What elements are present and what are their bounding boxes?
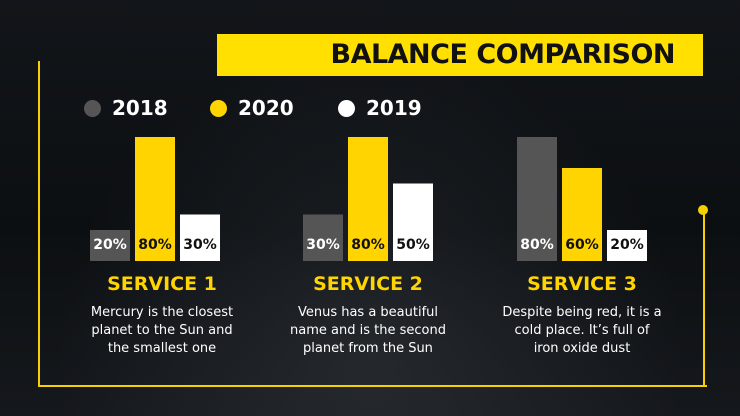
bar-label-3-2019: 20% xyxy=(610,237,644,253)
bar-label-3-2018: 80% xyxy=(520,237,554,253)
bar-3-2020 xyxy=(562,168,602,261)
yellow-frame-dot xyxy=(698,205,708,215)
bar-label-2-2019: 50% xyxy=(396,237,430,253)
bar-3-2019 xyxy=(607,230,647,261)
service-3-description: Despite being red, it is a cold place. I… xyxy=(482,304,682,358)
service-1-description: Mercury is the closest planet to the Sun… xyxy=(62,304,262,358)
bar-label-2-2020: 80% xyxy=(351,237,385,253)
bar-3-2018 xyxy=(517,137,557,261)
legend-label-2020: 2020 xyxy=(238,96,294,120)
legend-label-2019: 2019 xyxy=(366,96,422,120)
legend-dot-2019 xyxy=(338,99,355,117)
yellow-frame-right-line xyxy=(703,210,705,387)
service-3-title: SERVICE 3 xyxy=(527,273,637,295)
legend-item-2018: 2018 xyxy=(84,96,168,120)
bar-2-2019 xyxy=(393,183,433,261)
service-1-description-line-3: the smallest one xyxy=(107,341,217,356)
bar-1-2020 xyxy=(135,137,175,261)
bar-label-1-2020: 80% xyxy=(138,237,172,253)
service-1-description-line-2: planet to the Sun and xyxy=(91,323,233,338)
bar-2-2020 xyxy=(348,137,388,261)
service-2-description-line-2: name and is the second xyxy=(290,323,446,338)
legend-dot-2020 xyxy=(210,99,227,117)
yellow-frame xyxy=(38,61,707,387)
service-3-description-line-1: Despite being red, it is a xyxy=(502,305,662,320)
service-2-description-line-3: planet from the Sun xyxy=(303,341,433,356)
service-1-description-line-1: Mercury is the closest xyxy=(90,305,234,320)
service-2-title: SERVICE 2 xyxy=(313,273,423,295)
bar-label-2-2018: 30% xyxy=(306,237,340,253)
legend-label-2018: 2018 xyxy=(112,96,168,120)
service-2-description-line-1: Venus has a beautiful xyxy=(297,305,439,320)
legend-item-2019: 2019 xyxy=(338,96,422,120)
bar-1-2019 xyxy=(180,214,220,261)
bar-label-1-2018: 20% xyxy=(93,237,127,253)
legend-item-2020: 2020 xyxy=(210,96,294,120)
service-1-title: SERVICE 1 xyxy=(107,273,217,295)
service-3-description-line-2: cold place. It’s full of xyxy=(514,323,650,338)
legend-dot-2018 xyxy=(84,99,101,117)
bar-1-2018 xyxy=(90,230,130,261)
bar-label-3-2020: 60% xyxy=(565,237,599,253)
service-3-description-line-3: iron oxide dust xyxy=(533,341,631,356)
title-bar: BALANCE COMPARISON xyxy=(217,34,703,76)
bar-label-1-2019: 30% xyxy=(183,237,217,253)
bar-2-2018 xyxy=(303,214,343,261)
service-2-description: Venus has a beautiful name and is the se… xyxy=(268,304,468,358)
slide-title: BALANCE COMPARISON xyxy=(330,39,675,70)
